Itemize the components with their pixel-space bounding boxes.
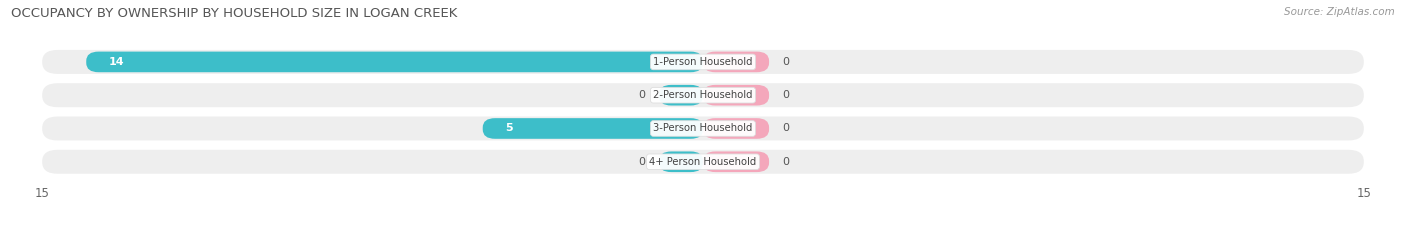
Legend: Owner-occupied, Renter-occupied: Owner-occupied, Renter-occupied — [586, 230, 820, 233]
Text: Source: ZipAtlas.com: Source: ZipAtlas.com — [1284, 7, 1395, 17]
Text: 4+ Person Household: 4+ Person Household — [650, 157, 756, 167]
FancyBboxPatch shape — [703, 85, 769, 106]
Text: 0: 0 — [638, 90, 645, 100]
Text: 1-Person Household: 1-Person Household — [654, 57, 752, 67]
FancyBboxPatch shape — [42, 116, 1364, 140]
Text: 14: 14 — [108, 57, 124, 67]
FancyBboxPatch shape — [659, 151, 703, 172]
Text: 0: 0 — [782, 90, 789, 100]
FancyBboxPatch shape — [703, 51, 769, 72]
Text: 3-Person Household: 3-Person Household — [654, 123, 752, 134]
Text: 0: 0 — [638, 157, 645, 167]
FancyBboxPatch shape — [86, 51, 703, 72]
FancyBboxPatch shape — [659, 85, 703, 106]
FancyBboxPatch shape — [42, 50, 1364, 74]
Text: 0: 0 — [782, 57, 789, 67]
Text: OCCUPANCY BY OWNERSHIP BY HOUSEHOLD SIZE IN LOGAN CREEK: OCCUPANCY BY OWNERSHIP BY HOUSEHOLD SIZE… — [11, 7, 457, 20]
FancyBboxPatch shape — [703, 118, 769, 139]
Text: 0: 0 — [782, 157, 789, 167]
Text: 5: 5 — [505, 123, 512, 134]
FancyBboxPatch shape — [42, 83, 1364, 107]
Text: 0: 0 — [782, 123, 789, 134]
FancyBboxPatch shape — [703, 151, 769, 172]
Text: 2-Person Household: 2-Person Household — [654, 90, 752, 100]
FancyBboxPatch shape — [482, 118, 703, 139]
FancyBboxPatch shape — [42, 150, 1364, 174]
